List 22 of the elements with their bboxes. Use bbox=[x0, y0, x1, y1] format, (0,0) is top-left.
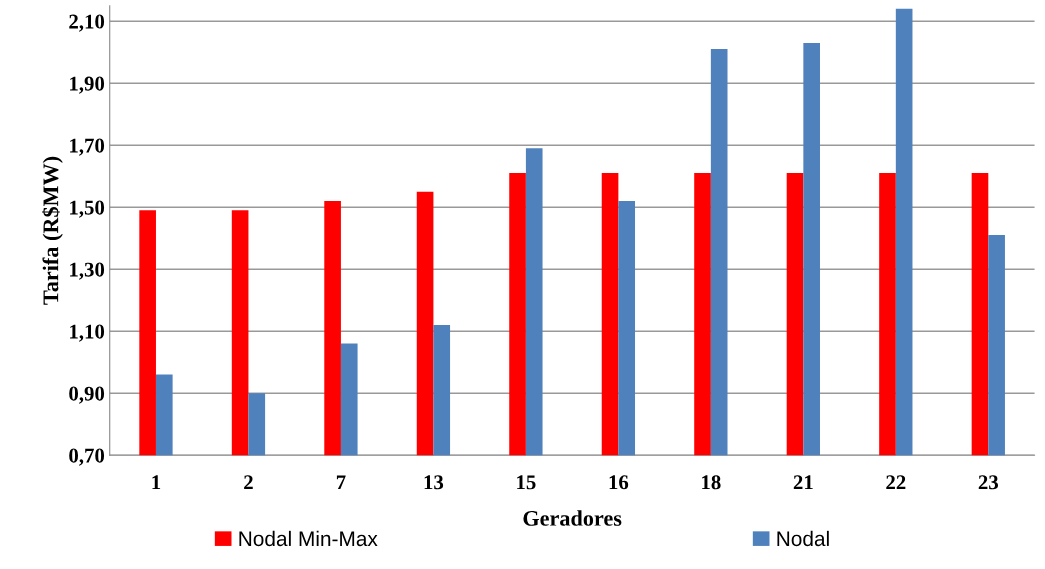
x-tick-label: 22 bbox=[886, 475, 906, 490]
y-tick-label: 1,70 bbox=[70, 138, 105, 156]
x-tick-label: 18 bbox=[702, 475, 721, 490]
x-tick-label: 7 bbox=[336, 475, 346, 490]
y-tick-label: 1,10 bbox=[70, 324, 105, 342]
y-tick-label: 1,30 bbox=[70, 262, 105, 280]
y-axis-title: Tarifa (R$MW) bbox=[42, 156, 63, 305]
x-tick-label: 21 bbox=[793, 475, 813, 490]
x-tick-label: 2 bbox=[244, 475, 253, 490]
x-tick-label: 13 bbox=[424, 475, 444, 490]
y-tick-label: 0,90 bbox=[69, 386, 105, 404]
legend-label: Nodal bbox=[777, 530, 829, 547]
x-tick-label: 16 bbox=[609, 475, 629, 490]
legend-label: Nodal Min-Max bbox=[239, 530, 378, 547]
y-tick-label: 1,90 bbox=[70, 76, 105, 94]
x-tick-label: 15 bbox=[517, 475, 536, 490]
y-tick-label: 1,50 bbox=[70, 200, 105, 218]
x-axis-title: Geradores bbox=[523, 510, 622, 526]
x-tick-label: 23 bbox=[978, 475, 999, 490]
y-tick-label: 0,70 bbox=[69, 448, 105, 466]
y-tick-label: 2,10 bbox=[69, 14, 105, 32]
x-tick-label: 1 bbox=[152, 475, 161, 490]
